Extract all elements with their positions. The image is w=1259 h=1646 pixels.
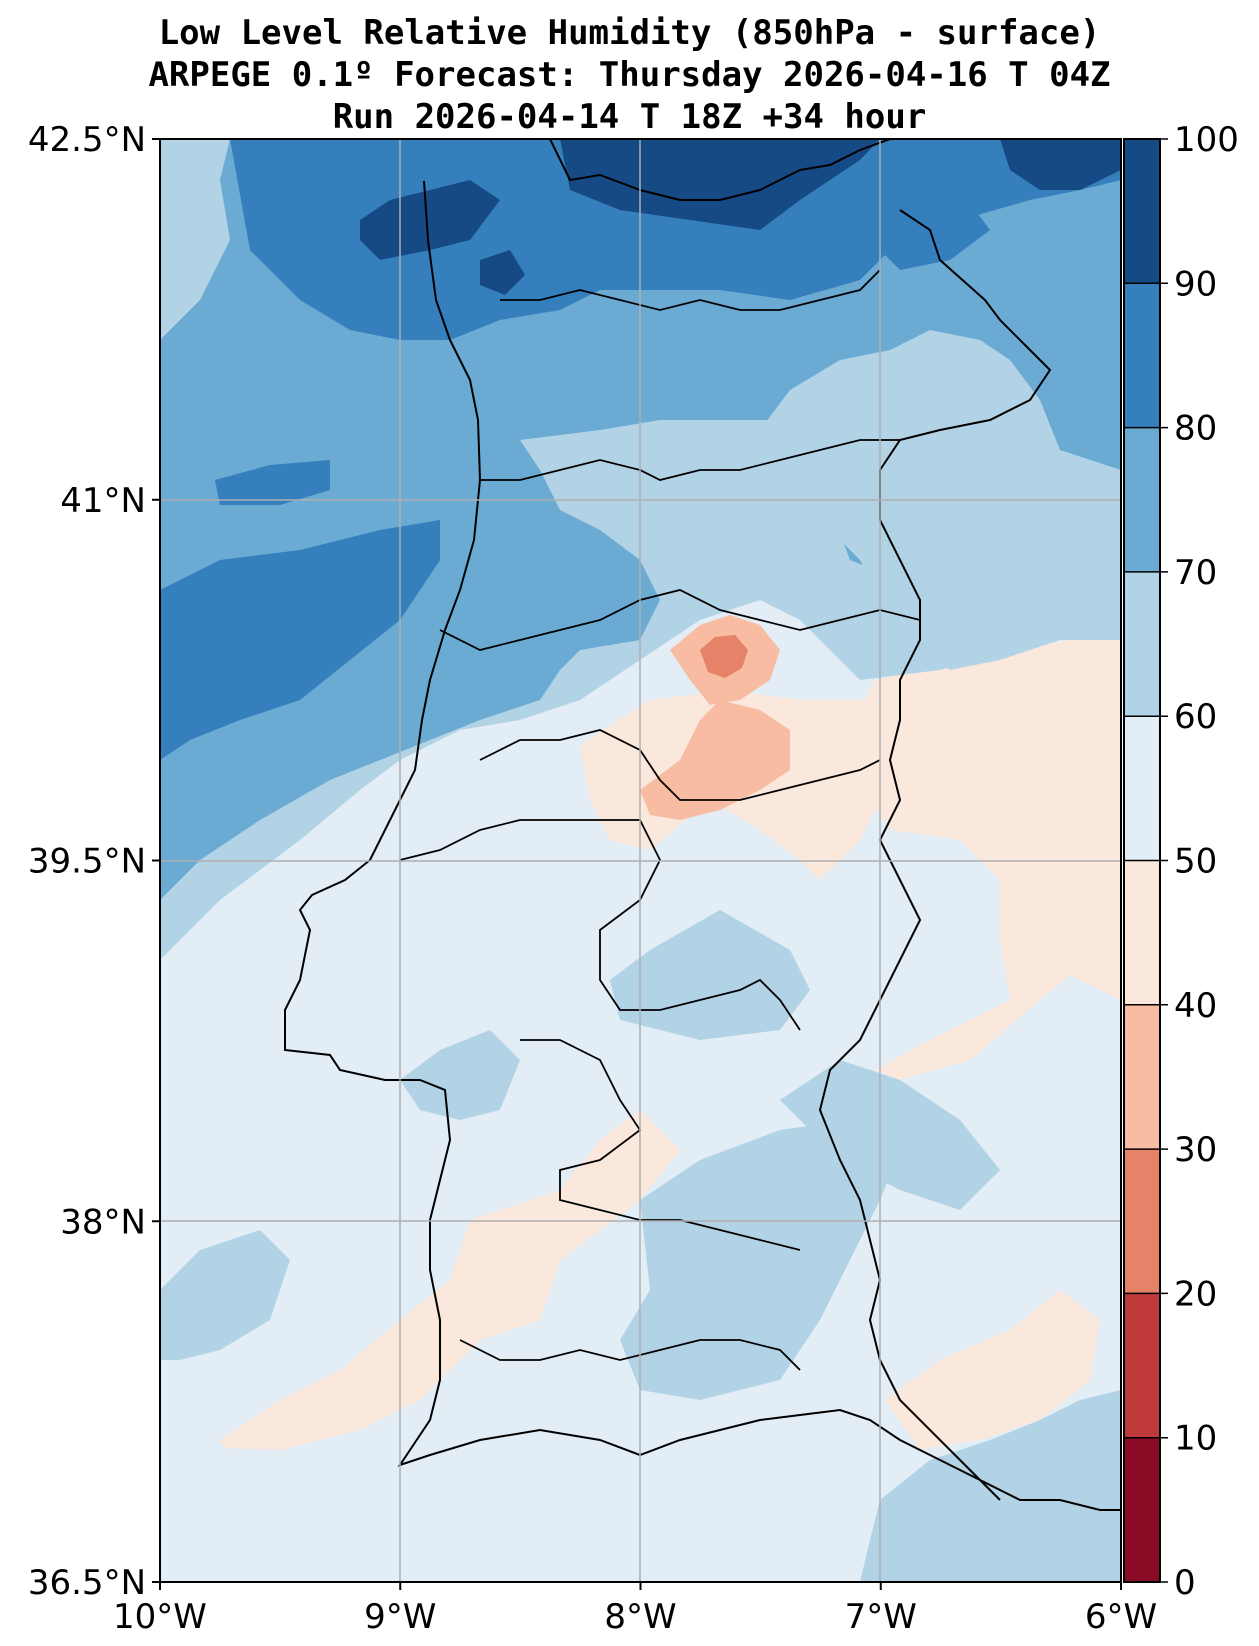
colorbar-segment [1124, 716, 1160, 861]
colorbar-label: 90 [1174, 264, 1217, 304]
field-30-40-core [640, 700, 790, 820]
border-internal-2 [399, 729, 881, 1371]
colorbar-label: 50 [1174, 842, 1217, 882]
colorbar-segment [1124, 1004, 1160, 1150]
lon-tick-label: 9°W [364, 1597, 436, 1637]
colorbar-label: 80 [1174, 409, 1217, 449]
lat-tick-label: 36.5°N [28, 1563, 146, 1603]
title-line-2: ARPEGE 0.1º Forecast: Thursday 2026-04-1… [148, 55, 1111, 95]
colorbar-label: 100 [1174, 120, 1239, 160]
colorbar-label: 20 [1174, 1274, 1217, 1314]
field-80-90-west [160, 520, 440, 760]
lon-tick-label: 6°W [1085, 1597, 1157, 1637]
field-90-100-northwest [360, 180, 500, 260]
field-60-70-south-1 [610, 910, 810, 1040]
field-60-70-southwest [160, 1230, 290, 1360]
field-20-30 [700, 635, 748, 678]
field-90-100-small [480, 250, 525, 295]
field-60-70-south-2 [620, 1120, 900, 1400]
colorbar-label: 60 [1174, 697, 1217, 737]
lat-tick-label: 39.5°N [28, 842, 146, 882]
colorbar-label: 40 [1174, 986, 1217, 1026]
lon-tick-label: 8°W [604, 1597, 676, 1637]
colorbar-label: 10 [1174, 1419, 1217, 1459]
map-area [160, 139, 1121, 1582]
gridlines [160, 139, 1121, 1582]
colorbar-label: 70 [1174, 553, 1217, 593]
title-line-1: Low Level Relative Humidity (850hPa - su… [158, 13, 1101, 53]
lat-tick-label: 41°N [60, 481, 146, 521]
coastline [284, 180, 1121, 1511]
lon-tick-label: 7°W [845, 1597, 917, 1637]
field-40-50-east [860, 630, 1121, 1080]
colorbar-segment [1124, 427, 1160, 572]
field-80-90-east [870, 180, 990, 270]
lat-tick-label: 38°N [60, 1202, 146, 1242]
colorbar-segment [1124, 139, 1160, 284]
field-60-70-cape [400, 1030, 520, 1120]
border-spain-portugal [549, 139, 1052, 1501]
field-90-100-northeast [1000, 139, 1121, 190]
colorbar-label: 30 [1174, 1130, 1217, 1170]
field-40-50-southwest [220, 1110, 680, 1450]
field-40-50-southeast [885, 1290, 1100, 1450]
lat-tick-labels: 42.5°N 41°N 39.5°N 38°N 36.5°N [28, 120, 160, 1603]
border-internal-1 [439, 269, 921, 651]
colorbar-segment [1124, 1437, 1160, 1582]
field-80-90-strip [215, 460, 330, 505]
lon-tick-labels: 10°W 9°W 8°W 7°W 6°W [113, 1582, 1157, 1637]
colorbar-segment [1124, 571, 1160, 717]
lat-tick-label: 42.5°N [28, 120, 146, 160]
lon-tick-label: 10°W [113, 1597, 207, 1637]
colorbar-segment [1124, 860, 1160, 1005]
colorbar-segment [1124, 283, 1160, 428]
colorbar-segment [1124, 1293, 1160, 1438]
colorbar-label: 0 [1174, 1563, 1196, 1603]
field-60-70-south-3 [780, 1060, 1000, 1210]
colorbar-segment [1124, 1149, 1160, 1294]
colorbar: 0 10 20 30 40 50 60 70 80 90 100 [1123, 120, 1239, 1603]
title-line-3: Run 2026-04-14 T 18Z +34 hour [332, 97, 927, 137]
